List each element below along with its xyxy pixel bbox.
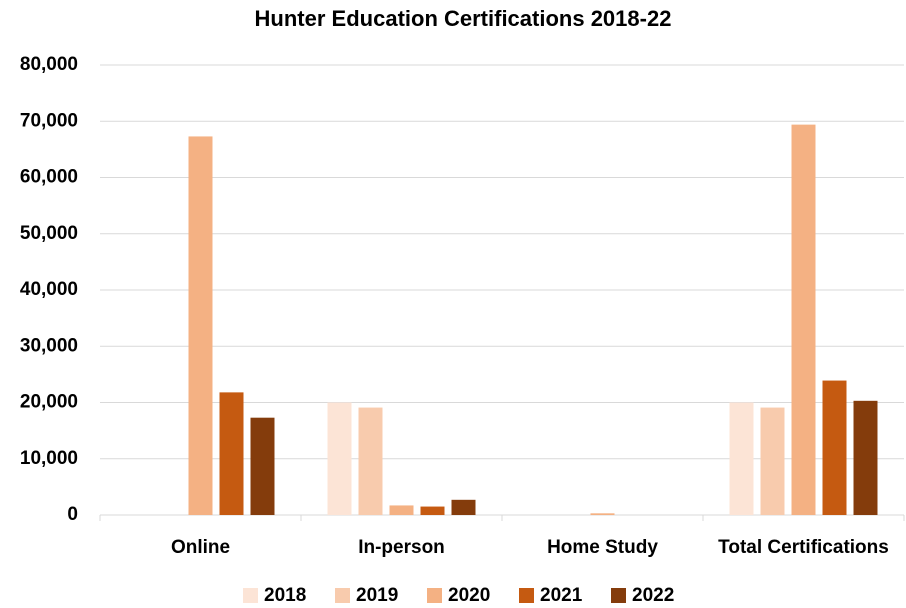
legend-swatch [519,588,534,603]
bar [853,400,878,515]
legend-label: 2022 [632,585,674,606]
x-tick-label: In-person [358,537,445,558]
y-tick-label: 70,000 [20,110,78,131]
y-tick-label: 80,000 [20,54,78,75]
x-tick-label: Total Certifications [718,537,889,558]
y-tick-label: 50,000 [20,223,78,244]
bar [219,392,244,515]
y-tick-label: 10,000 [20,448,78,469]
y-tick-label: 30,000 [20,335,78,356]
legend-swatch [427,588,442,603]
legend-swatch [611,588,626,603]
bar [760,407,785,515]
bar [250,417,275,515]
x-tick-label: Online [171,537,230,558]
y-tick-label: 0 [67,504,78,525]
y-tick-label: 40,000 [20,279,78,300]
bar [389,505,414,515]
legend-label: 2018 [264,585,306,606]
bar [327,402,352,515]
bar [729,402,754,515]
x-tick-label: Home Study [547,537,658,558]
bar [791,124,816,515]
bar [420,506,445,515]
legend-swatch [335,588,350,603]
legend-swatch [243,588,258,603]
legend-label: 2019 [356,585,398,606]
chart-title: Hunter Education Certifications 2018-22 [255,6,672,31]
bar [451,499,476,515]
y-tick-label: 60,000 [20,167,78,188]
bar [358,407,383,515]
bar [822,380,847,515]
bar [188,136,213,515]
legend-label: 2021 [540,585,583,606]
legend-label: 2020 [448,585,490,606]
y-tick-label: 20,000 [20,392,78,413]
bar [590,513,615,515]
